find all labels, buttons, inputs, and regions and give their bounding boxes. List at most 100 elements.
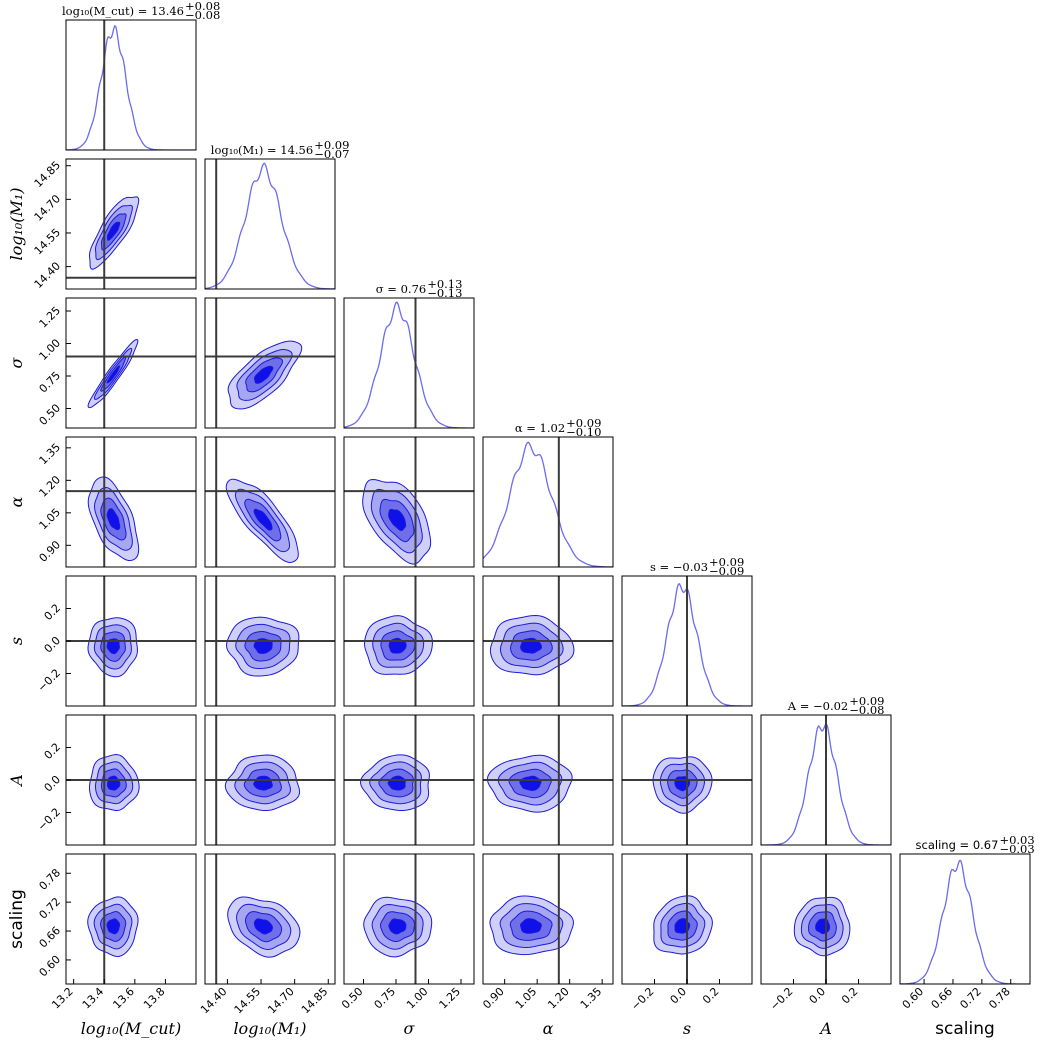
plot-area xyxy=(66,298,196,428)
plot-area xyxy=(793,854,851,984)
y-axis-label: log₁₀(M₁) xyxy=(7,187,26,260)
y-tick-label: 1.25 xyxy=(37,304,64,331)
plot-area xyxy=(344,576,474,706)
y-tick-label: 0.50 xyxy=(37,401,64,428)
x-tick-label: 1.20 xyxy=(545,985,572,1012)
y-tick-label: 1.05 xyxy=(37,506,64,533)
contour-panel-A-vs-sigma xyxy=(343,714,475,846)
plot-area xyxy=(87,854,139,984)
hist-panel-sigma: σ = 0.76 +0.13−0.13 xyxy=(343,277,475,429)
err-minus: −0.07 xyxy=(314,147,349,161)
hist-line xyxy=(900,859,1030,984)
y-tick-label: 0.2 xyxy=(42,601,64,623)
panel-frame xyxy=(204,853,336,985)
panel-frame xyxy=(343,853,475,985)
contour-level-1 xyxy=(253,365,274,384)
plot-area xyxy=(205,576,335,706)
panel-frame xyxy=(343,575,475,707)
title-text: σ = 0.76 xyxy=(376,282,426,296)
hist-line xyxy=(483,441,613,567)
x-tick-label: 14.85 xyxy=(299,985,330,1016)
y-tick-label: 0.72 xyxy=(37,895,64,922)
y-axis-label: A xyxy=(7,774,26,788)
panel-frame xyxy=(343,297,475,429)
panel-frame xyxy=(65,297,197,429)
contour-level-1 xyxy=(519,775,542,791)
err-minus: −0.09 xyxy=(709,564,744,578)
plot-area xyxy=(66,437,196,567)
y-tick-label: 0.75 xyxy=(37,369,64,396)
contour-level-1 xyxy=(388,918,407,935)
x-tick-label: −0.2 xyxy=(629,985,657,1013)
x-axis-label: scaling xyxy=(935,1019,995,1039)
contour-panel-A-vs-logMcut: −0.2 0.0 0.2 A xyxy=(7,714,197,846)
y-tick-label: 0.2 xyxy=(42,740,64,762)
panel-title: σ = 0.76 +0.13−0.13 xyxy=(376,277,463,300)
y-tick-label: 0.60 xyxy=(37,953,64,980)
contour-level-1 xyxy=(388,508,407,532)
plot-area xyxy=(205,437,335,567)
panel-frame xyxy=(204,575,336,707)
x-tick-label: 0.60 xyxy=(900,985,927,1012)
plot-area xyxy=(205,159,335,289)
plot-area xyxy=(483,715,613,845)
plot-area xyxy=(622,715,752,845)
panel-frame xyxy=(482,853,614,985)
contour-panel-s-vs-logMcut: −0.2 0.0 0.2 s xyxy=(7,575,197,707)
hist-panel-logMcut: log₁₀(M_cut) = 13.46 +0.08−0.08 xyxy=(62,0,220,151)
err-minus: −0.08 xyxy=(185,8,220,22)
x-tick-label: 0.50 xyxy=(339,985,366,1012)
plot-area xyxy=(344,437,474,567)
contour-level-1 xyxy=(106,221,121,241)
hist-line xyxy=(344,301,474,428)
err-minus: −0.03 xyxy=(999,842,1034,856)
contour-panel-sigma-vs-logM1 xyxy=(204,297,336,429)
contour-level-1 xyxy=(253,918,273,935)
title-text: log₁₀(M₁) = 14.56 xyxy=(211,143,313,157)
panel-frame xyxy=(621,714,753,846)
x-tick-label: 0.2 xyxy=(700,985,722,1007)
x-axis-label: s xyxy=(683,1019,691,1038)
x-tick-label: 0.0 xyxy=(668,985,690,1007)
panel-frame xyxy=(343,436,475,568)
plot-area xyxy=(205,298,335,428)
plot-area xyxy=(344,715,474,845)
panel-frame xyxy=(65,158,197,290)
plot-area xyxy=(215,854,301,984)
panel-frame xyxy=(343,714,475,846)
contour-panel-A-vs-logM1 xyxy=(204,714,336,846)
panel-title: α = 1.02 +0.09−0.10 xyxy=(515,416,602,439)
x-axis-label: A xyxy=(818,1019,832,1038)
plot-area xyxy=(363,854,433,984)
contour-panel-A-vs-s xyxy=(621,714,753,846)
x-tick-label: 14.40 xyxy=(198,985,229,1016)
panel-title: log₁₀(M₁) = 14.56 +0.09−0.07 xyxy=(211,138,350,161)
panel-frame xyxy=(204,297,336,429)
x-tick-label: 1.05 xyxy=(513,985,540,1012)
x-tick-label: 0.90 xyxy=(480,985,507,1012)
plot-area xyxy=(205,715,335,845)
contour-level-1 xyxy=(253,508,273,531)
panel-title: s = −0.03 +0.09−0.09 xyxy=(650,555,744,578)
panel-frame xyxy=(204,436,336,568)
y-tick-label: 0.66 xyxy=(37,924,64,951)
hist-panel-s: s = −0.03 +0.09−0.09 xyxy=(621,555,753,707)
panel-frame xyxy=(65,436,197,568)
x-axis-label: α xyxy=(543,1019,554,1038)
hist-line xyxy=(66,24,196,150)
hist-panel-scaling: scaling = 0.67 +0.03−0.03 0.60 0.66 0.72 0.78… xyxy=(899,833,1035,1039)
panel-frame xyxy=(65,853,197,985)
contour-panel-sigma-vs-logMcut: 0.50 0.75 1.00 1.25 σ xyxy=(7,297,197,429)
err-plus: +0.13 xyxy=(427,277,462,291)
title-text: s = −0.03 xyxy=(650,560,708,574)
y-axis-label: s xyxy=(7,637,26,645)
panel-title: A = −0.02 +0.09−0.08 xyxy=(787,694,885,717)
err-minus: −0.08 xyxy=(849,703,884,717)
x-tick-label: 13.6 xyxy=(110,985,137,1012)
contour-panel-A-vs-alpha xyxy=(482,714,614,846)
plot-area xyxy=(483,437,613,567)
contour-panel-s-vs-logM1 xyxy=(204,575,336,707)
panel-frame xyxy=(482,436,614,568)
x-tick-label: 0.75 xyxy=(372,985,399,1012)
